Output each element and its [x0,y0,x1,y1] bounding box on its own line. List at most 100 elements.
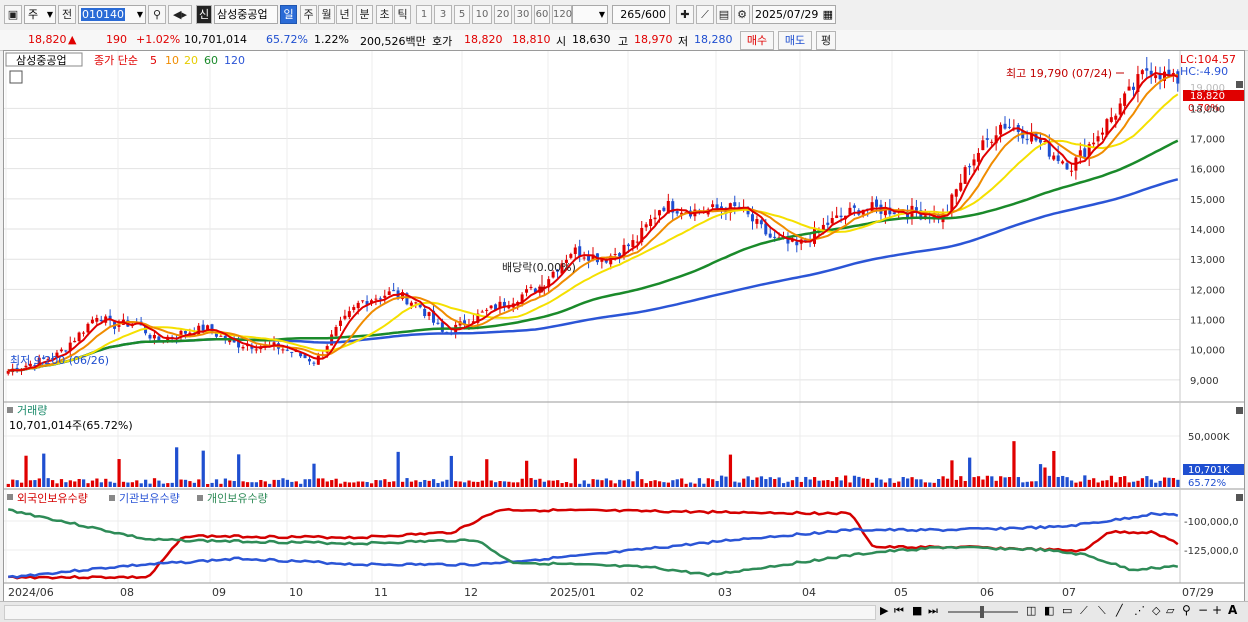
stock-name-field[interactable]: 삼성중공업 [214,5,278,24]
draw5-icon[interactable]: ◇ [1152,604,1161,617]
volume-bar [750,479,755,487]
draw3-icon[interactable]: ╱ [1116,604,1123,617]
candle-body [635,241,639,243]
stock-code-input[interactable]: 010140 ▼ [78,5,146,24]
chevron-down-icon: ▼ [136,10,143,19]
volume-bar [728,454,733,487]
volume-bar [644,483,648,487]
volume-bar [1171,478,1176,487]
x-axis-label: 04 [802,586,816,599]
candle-body [569,254,573,258]
minute-custom-select[interactable]: ▼ [572,5,608,24]
table-toggle-icon[interactable] [9,70,23,84]
period-tab-5[interactable]: 초 [376,5,393,24]
candle-body [1092,142,1096,145]
volume-bar [82,479,86,487]
minute-preset-10[interactable]: 10 [472,5,492,24]
draw2-icon[interactable]: ⟍ [1098,604,1106,617]
candle-body [166,336,170,343]
candle-body [383,295,387,298]
period-tab-2[interactable]: 월 [318,5,335,24]
volume-bar [910,477,914,487]
prev-button[interactable]: 전 [58,5,76,24]
volume-bar [959,476,963,487]
candle-body [219,335,223,337]
zoom-search-icon[interactable]: ⚲ [1182,603,1191,617]
volume-bar [338,483,343,487]
zoom-slider-handle[interactable] [980,606,984,618]
minute-preset-20[interactable]: 20 [494,5,512,24]
price-y-tick: 16,000 [1190,165,1225,176]
crosshair-icon[interactable]: ✚ [676,5,694,24]
volume-bar [383,479,387,487]
volume-bar [653,480,657,487]
price-change-pct: +1.02% [136,33,181,46]
buy-button[interactable]: 매수 [740,31,774,50]
count-field[interactable]: 265/600 [612,5,670,24]
chart-canvas[interactable]: 삼성중공업 종가 단순 5 10 20 60 120 LC:104.57 HC:… [4,51,1244,601]
volume-bar [746,476,750,487]
candle-body [330,334,334,346]
draw-line-icon[interactable]: ⟋ [696,5,714,24]
save-icon[interactable]: ▤ [716,5,732,24]
minute-preset-3[interactable]: 3 [434,5,452,24]
volume-bar [1136,480,1140,487]
minute-preset-5[interactable]: 5 [454,5,470,24]
volume-bar [790,480,795,487]
zoom-in-icon[interactable]: + [1212,603,1223,617]
calendar-icon[interactable]: ▦ [822,8,833,21]
volume-bar [321,478,325,487]
stop-icon[interactable]: ■ [912,604,923,617]
draw4-icon[interactable]: ⋰ [1134,604,1145,617]
volume-bar [157,480,161,487]
date-field[interactable]: 2025/07/29 ▦ [752,5,836,24]
draw6-icon[interactable]: ▱ [1166,604,1175,617]
volume-bar [19,482,24,487]
sell-button[interactable]: 매도 [778,31,812,50]
layout-icon[interactable]: ◫ [1026,604,1037,617]
period-unit-select[interactable]: 주 ▼ [24,5,56,24]
avg-button[interactable]: 평 [816,31,836,50]
volume-bar [697,478,702,487]
close-icon[interactable] [1236,494,1243,501]
chart-area[interactable]: 삼성중공업 종가 단순 5 10 20 60 120 LC:104.57 HC:… [3,50,1245,602]
candle-body [1038,138,1042,143]
candle-body [206,325,210,331]
rewind-icon[interactable]: ⏮ [894,604,904,617]
minute-preset-120[interactable]: 120 [552,5,572,24]
volume-bar [272,479,276,487]
period-tab-1[interactable]: 주 [300,5,317,24]
layout3-icon[interactable]: ▭ [1062,604,1073,617]
search-icon[interactable]: ⚲ [148,5,166,24]
period-tab-4[interactable]: 분 [356,5,373,24]
scroll-right-icon[interactable]: ▶ [880,604,889,617]
volume-bar [1158,480,1162,487]
draw-icon[interactable]: ⟋ [1080,604,1088,617]
candle-body [46,359,50,361]
minute-preset-1[interactable]: 1 [416,5,432,24]
period-tab-3[interactable]: 년 [336,5,353,24]
close-icon[interactable] [1236,81,1243,88]
forward-icon[interactable]: ⏭ [928,604,938,617]
volume-bar [378,480,383,487]
period-tab-6[interactable]: 틱 [394,5,411,24]
gear-icon[interactable]: ⚙ [734,5,750,24]
candle-body [356,302,360,309]
font-size-icon[interactable]: A [1228,603,1238,617]
volume-bar [821,480,826,487]
minute-preset-30[interactable]: 30 [514,5,532,24]
close-icon[interactable] [1236,407,1243,414]
sound-icon[interactable]: ◀▸ [168,5,192,24]
horizontal-scrollbar[interactable] [4,605,876,620]
bid-price: 18,810 [512,33,551,46]
minute-preset-60[interactable]: 60 [534,5,550,24]
candle-body [232,338,236,343]
window-icon[interactable]: ▣ [4,5,22,24]
sin-button[interactable]: 신 [196,5,212,24]
layout2-icon[interactable]: ◧ [1044,604,1055,617]
date-value: 2025/07/29 [755,8,819,21]
volume-bar [237,454,241,487]
volume-bar [888,478,892,487]
period-tab-0[interactable]: 일 [280,5,297,24]
zoom-out-icon[interactable]: − [1198,603,1209,617]
